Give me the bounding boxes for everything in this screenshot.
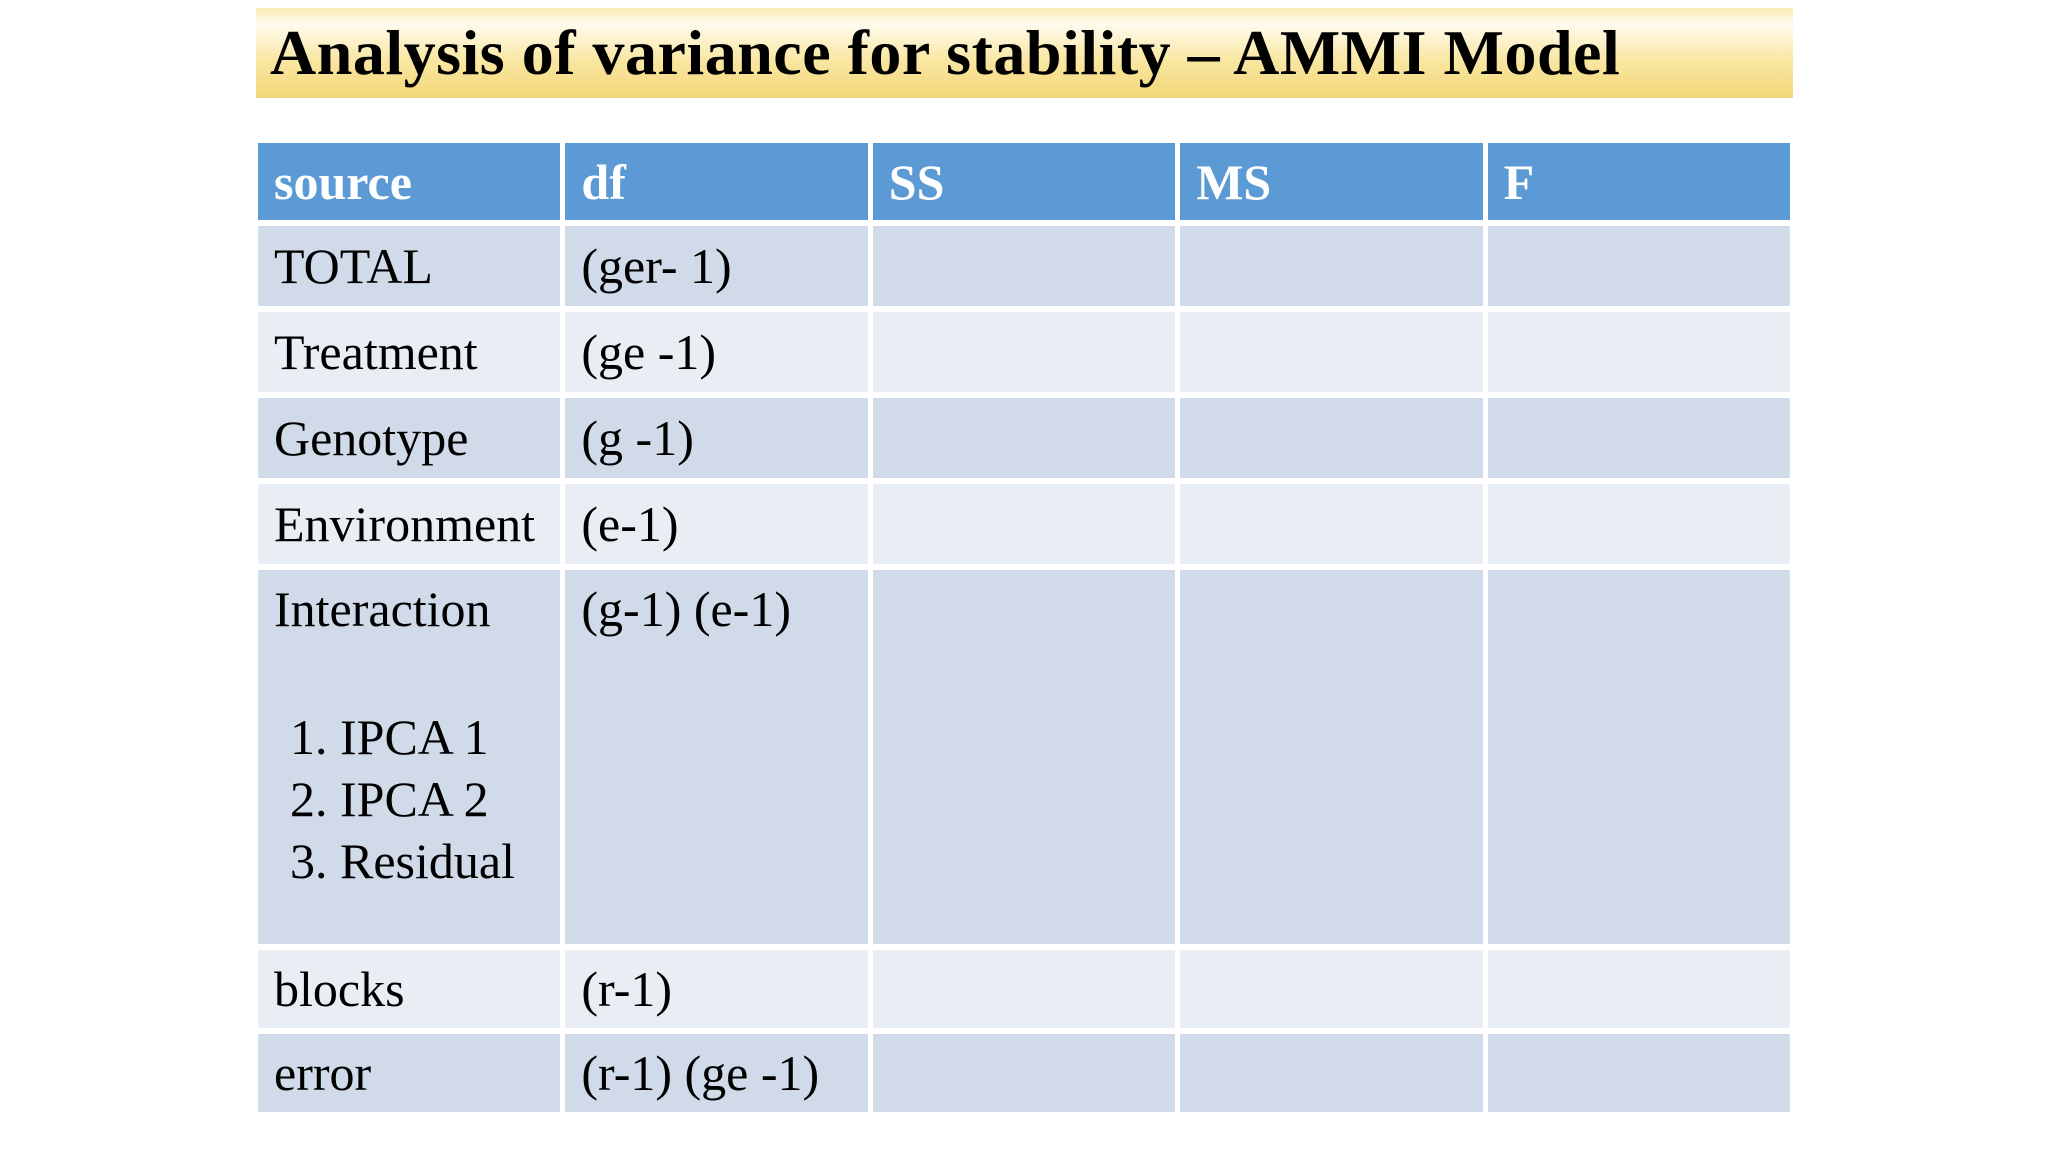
cell-environment-ss	[872, 484, 1176, 564]
cell-total-df: (ger- 1)	[565, 226, 868, 306]
anova-table: source df SS MS F TOTAL (ger- 1) Treatment (ge -…	[258, 143, 1790, 1112]
cell-interaction-f	[1487, 570, 1790, 944]
column-header-df: df	[565, 143, 868, 220]
interaction-sublist-item-2: 2. IPCA 2	[290, 771, 489, 827]
cell-environment-f	[1487, 484, 1790, 564]
cell-treatment-f	[1487, 312, 1790, 392]
cell-total-f	[1487, 226, 1790, 306]
cell-interaction-ss	[872, 570, 1176, 944]
cell-interaction-df: (g-1) (e-1)	[565, 570, 868, 944]
column-header-ms: MS	[1180, 143, 1483, 220]
interaction-sublist: 1. IPCA 1 2. IPCA 2 3. Residual	[274, 706, 554, 892]
cell-treatment-df: (ge -1)	[565, 312, 868, 392]
cell-blocks-df: (r-1)	[565, 950, 868, 1028]
cell-treatment-source: Treatment	[258, 312, 561, 392]
cell-total-source: TOTAL	[258, 226, 561, 306]
cell-total-ss	[872, 226, 1176, 306]
interaction-sublist-item-1: 1. IPCA 1	[290, 709, 489, 765]
cell-error-ms	[1180, 1034, 1483, 1112]
cell-interaction-df-text: (g-1) (e-1)	[581, 581, 791, 637]
cell-treatment-ss	[872, 312, 1176, 392]
column-header-ss: SS	[872, 143, 1176, 220]
cell-total-ms	[1180, 226, 1483, 306]
cell-interaction-source-text: Interaction	[274, 581, 491, 637]
interaction-sublist-item-3: 3. Residual	[290, 833, 515, 889]
cell-error-df: (r-1) (ge -1)	[565, 1034, 868, 1112]
cell-genotype-source: Genotype	[258, 398, 561, 478]
cell-genotype-f	[1487, 398, 1790, 478]
cell-environment-ms	[1180, 484, 1483, 564]
slide-title: Analysis of variance for stability – AMM…	[270, 17, 1621, 88]
cell-genotype-ss	[872, 398, 1176, 478]
cell-blocks-ss	[872, 950, 1176, 1028]
column-header-f: F	[1487, 143, 1790, 220]
cell-blocks-source: blocks	[258, 950, 561, 1028]
cell-environment-source: Environment	[258, 484, 561, 564]
column-header-source: source	[258, 143, 561, 220]
cell-blocks-f	[1487, 950, 1790, 1028]
cell-interaction-source: Interaction 1. IPCA 1 2. IPCA 2 3. Residual	[258, 570, 561, 944]
cell-genotype-df: (g -1)	[565, 398, 868, 478]
slide-title-banner: Analysis of variance for stability – AMM…	[256, 8, 1793, 98]
cell-treatment-ms	[1180, 312, 1483, 392]
cell-error-source: error	[258, 1034, 561, 1112]
cell-environment-df: (e-1)	[565, 484, 868, 564]
cell-blocks-ms	[1180, 950, 1483, 1028]
cell-error-f	[1487, 1034, 1790, 1112]
cell-genotype-ms	[1180, 398, 1483, 478]
cell-error-ss	[872, 1034, 1176, 1112]
cell-interaction-ms	[1180, 570, 1483, 944]
